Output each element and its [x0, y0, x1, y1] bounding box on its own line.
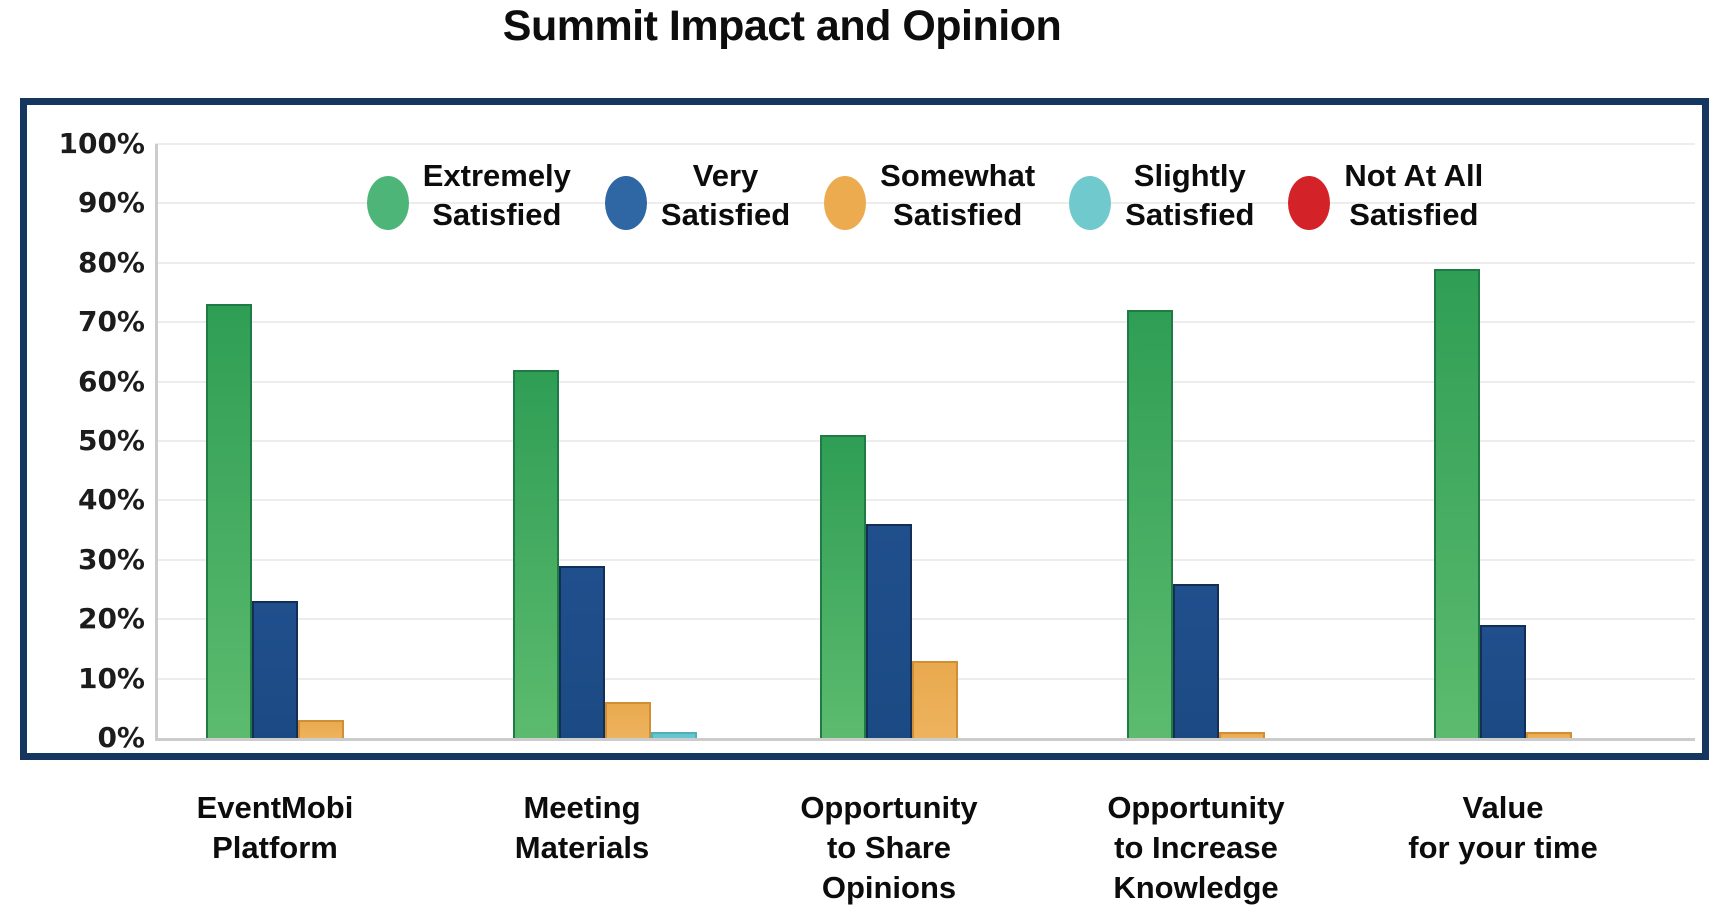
y-axis-tick-label: 100%: [58, 127, 145, 160]
chart-legend: Extremely Satisfied Very Satisfied Somewhat S…: [155, 156, 1695, 234]
bar-extremely-satisfied: [1434, 269, 1480, 738]
legend-dot-icon: [604, 176, 647, 230]
category-label-opportunity-to-increase-knowledge: Opportunity to Increase Knowledge: [1016, 788, 1376, 908]
bar-somewhat-satisfied: [912, 661, 958, 738]
chart-title: Summit Impact and Opinion: [502, 2, 1062, 50]
legend-dot-icon: [366, 176, 409, 230]
legend-label-line: Very: [692, 158, 759, 193]
bar-group-meeting-materials: [513, 144, 743, 738]
category-label-line: Platform: [212, 830, 338, 865]
legend-label: Somewhat Satisfied: [880, 156, 1035, 234]
legend-item-very-satisfied: Very Satisfied: [604, 156, 790, 234]
bar-extremely-satisfied: [820, 435, 866, 738]
x-axis-baseline: [155, 738, 1695, 741]
gridline: [155, 618, 1695, 621]
y-axis-tick-label: 40%: [77, 483, 145, 517]
legend-item-extremely-satisfied: Extremely Satisfied: [366, 156, 571, 234]
bar-extremely-satisfied: [1127, 310, 1173, 738]
category-label-line: Materials: [514, 830, 650, 865]
category-label-line: for your time: [1408, 830, 1598, 865]
gridline: [155, 558, 1695, 561]
legend-label-line: Not At All: [1344, 158, 1484, 193]
legend-label-line: Somewhat: [880, 158, 1036, 193]
y-axis-tick-label: 90%: [77, 186, 145, 220]
bar-extremely-satisfied: [513, 370, 559, 738]
gridline: [155, 143, 1695, 145]
gridline: [155, 440, 1695, 442]
bar-group-opportunity-to-increase-knowledge: [1127, 144, 1357, 738]
category-label-line: Opinions: [821, 870, 957, 905]
category-label-opportunity-to-share-opinions: Opportunity to Share Opinions: [709, 788, 1069, 908]
y-axis-tick-label: 30%: [77, 542, 145, 576]
category-label-line: to Increase: [1114, 830, 1278, 865]
bar-somewhat-satisfied: [605, 702, 651, 738]
category-label-line: EventMobi: [196, 790, 354, 825]
legend-label-line: Satisfied: [432, 197, 562, 232]
gridline: [155, 499, 1695, 502]
legend-label-line: Satisfied: [893, 197, 1023, 232]
bar-somewhat-satisfied: [298, 720, 344, 738]
y-axis-tick-label: 60%: [77, 364, 145, 398]
chart-plot-frame: 0% 10% 20% 30% 40% 50% 60% 70% 80% 90% 100% Extreme…: [20, 98, 1709, 760]
gridline: [155, 261, 1695, 264]
bar-very-satisfied: [559, 566, 605, 738]
category-label-line: Opportunity: [800, 790, 978, 825]
bar-somewhat-satisfied: [1526, 732, 1572, 738]
legend-dot-icon: [1069, 176, 1112, 230]
legend-label-line: Satisfied: [1349, 197, 1479, 232]
legend-label-line: Satisfied: [1125, 197, 1255, 232]
legend-label-line: Extremely: [422, 158, 571, 193]
bar-very-satisfied: [1480, 625, 1526, 738]
legend-label-line: Satisfied: [660, 197, 791, 232]
gridline: [155, 321, 1695, 324]
category-label-eventmobi-platform: EventMobi Platform: [95, 788, 455, 868]
y-axis-tick-label: 20%: [77, 602, 145, 636]
category-label-value-for-your-time: Value for your time: [1323, 788, 1683, 868]
bar-group-eventmobi-platform: [206, 144, 436, 738]
legend-label-line: Slightly: [1133, 158, 1246, 193]
bar-slightly-satisfied: [651, 732, 697, 738]
bar-very-satisfied: [1173, 584, 1219, 738]
bar-very-satisfied: [252, 601, 298, 738]
legend-label: Not At All Satisfied: [1344, 156, 1483, 234]
legend-label: Very Satisfied: [661, 156, 790, 234]
category-label-line: to Share: [826, 830, 952, 865]
legend-label: Slightly Satisfied: [1125, 156, 1254, 234]
y-axis-tick-label: 0%: [97, 721, 145, 754]
y-axis-tick-label: 10%: [77, 661, 145, 695]
y-axis-tick-label: 70%: [77, 305, 145, 339]
bar-group-value-for-your-time: [1434, 144, 1664, 738]
category-label-meeting-materials: Meeting Materials: [402, 788, 762, 868]
bar-somewhat-satisfied: [1219, 732, 1265, 738]
gridline: [155, 202, 1695, 205]
y-axis-tick-label: 50%: [77, 424, 145, 457]
legend-item-somewhat-satisfied: Somewhat Satisfied: [824, 156, 1035, 234]
category-label-line: Opportunity: [1107, 790, 1285, 825]
category-label-line: Meeting: [523, 790, 641, 825]
gridline: [155, 380, 1695, 383]
legend-item-slightly-satisfied: Slightly Satisfied: [1069, 156, 1254, 234]
bar-very-satisfied: [866, 524, 912, 738]
legend-dot-icon: [824, 176, 867, 230]
bar-group-opportunity-to-share-opinions: [820, 144, 1050, 738]
legend-item-not-at-all-satisfied: Not At All Satisfied: [1288, 156, 1483, 234]
y-axis-tick-label: 80%: [77, 245, 145, 279]
category-label-line: Value: [1462, 790, 1544, 825]
category-label-line: Knowledge: [1113, 870, 1279, 905]
chart-title-wrap: Summit Impact and Opinion: [0, 0, 1564, 51]
bar-extremely-satisfied: [206, 304, 252, 738]
legend-dot-icon: [1288, 176, 1331, 230]
y-axis-line: [155, 144, 158, 738]
legend-label: Extremely Satisfied: [423, 156, 571, 234]
